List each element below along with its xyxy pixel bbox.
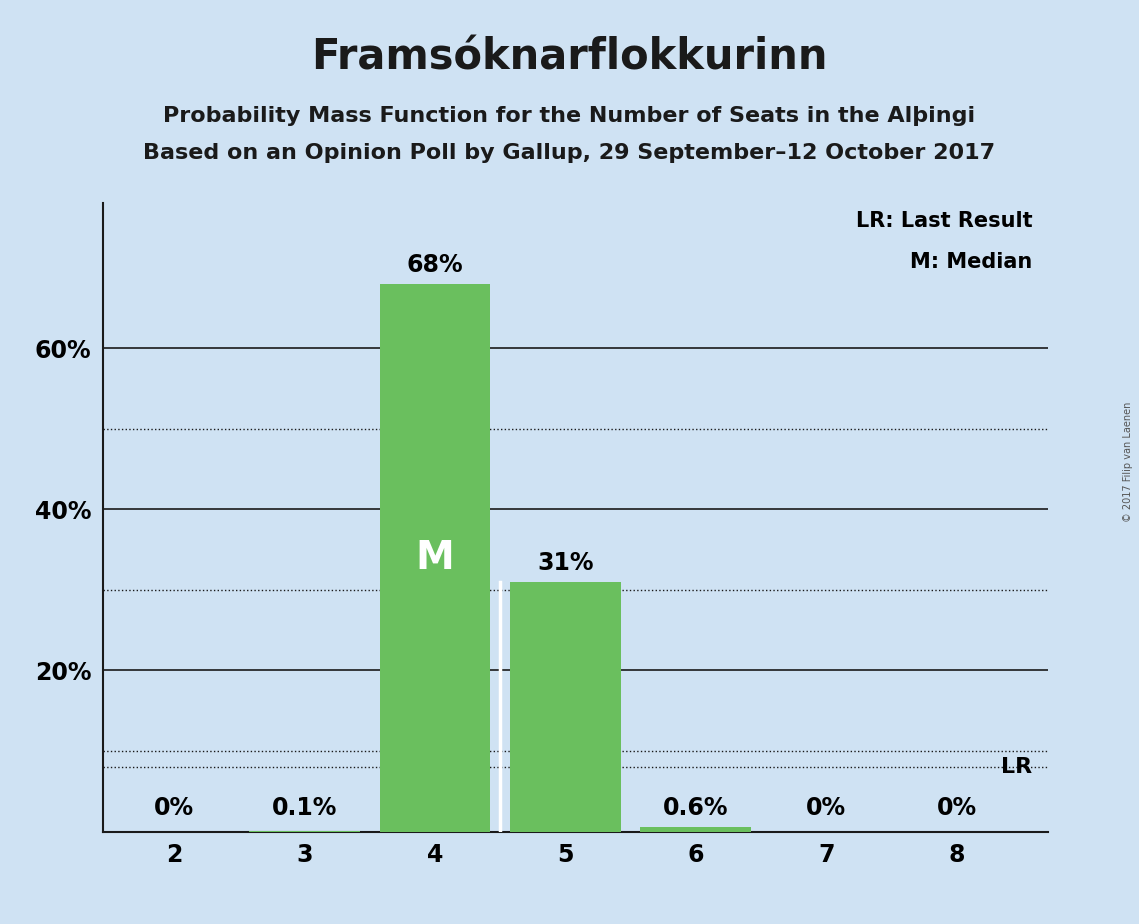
Text: M: Median: M: Median [910,251,1032,272]
Text: 68%: 68% [407,253,464,277]
Text: © 2017 Filip van Laenen: © 2017 Filip van Laenen [1123,402,1133,522]
Text: Framsóknarflokkurinn: Framsóknarflokkurinn [311,37,828,79]
Bar [510,582,621,832]
Bar [379,284,491,832]
Text: 0.6%: 0.6% [663,796,729,820]
Text: 0.1%: 0.1% [272,796,337,820]
Text: Probability Mass Function for the Number of Seats in the Alþingi: Probability Mass Function for the Number… [163,106,976,127]
Text: Based on an Opinion Poll by Gallup, 29 September–12 October 2017: Based on an Opinion Poll by Gallup, 29 S… [144,143,995,164]
Text: 0%: 0% [806,796,846,820]
Text: LR: Last Result: LR: Last Result [855,212,1032,231]
Bar [640,827,752,832]
Text: 0%: 0% [936,796,976,820]
Text: M: M [416,539,454,577]
Text: LR: LR [1001,757,1032,777]
Text: 31%: 31% [538,552,593,576]
Text: 0%: 0% [154,796,195,820]
